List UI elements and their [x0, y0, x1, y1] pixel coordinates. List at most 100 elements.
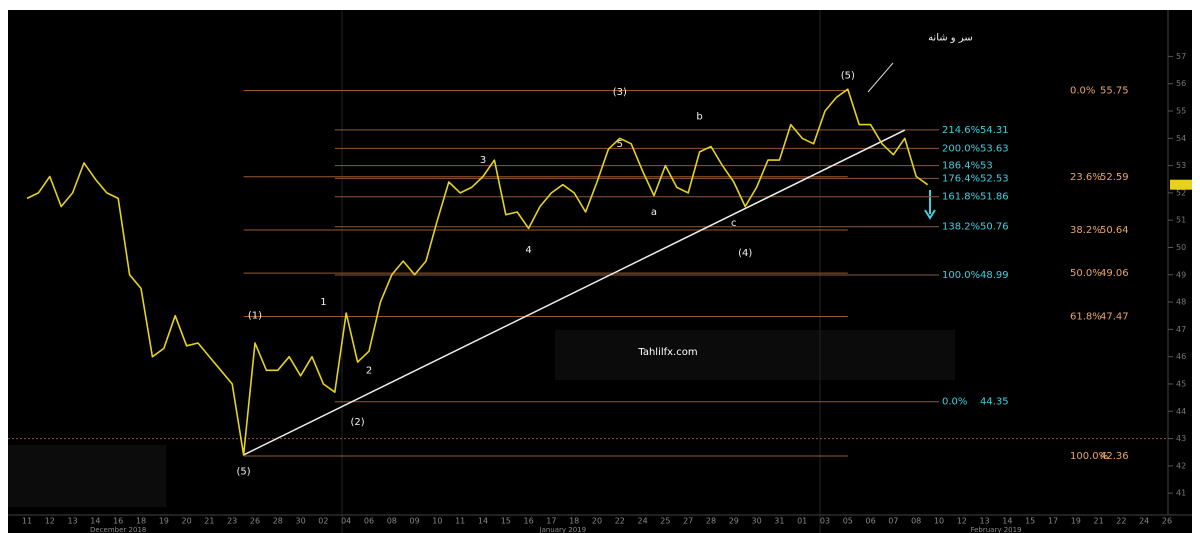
- fib-percent: 0.0%: [942, 397, 967, 408]
- x-tick-label: 29: [729, 517, 739, 526]
- wave-label: 5: [617, 139, 623, 150]
- x-tick-label: 10: [432, 517, 442, 526]
- fib-value: 53: [980, 161, 993, 172]
- x-tick-label: 30: [296, 517, 306, 526]
- y-tick-label: 53: [1176, 161, 1186, 170]
- x-tick-label: 02: [318, 517, 328, 526]
- x-tick-label: 08: [911, 517, 921, 526]
- x-tick-label: 26: [1162, 517, 1172, 526]
- fib-percent: 38.2%: [1070, 225, 1102, 236]
- fib-value: 50.64: [1100, 225, 1129, 236]
- x-tick-label: 07: [888, 517, 898, 526]
- y-tick-label: 57: [1176, 52, 1186, 61]
- month-label: February 2019: [970, 526, 1021, 533]
- y-tick-label: 44: [1176, 407, 1186, 416]
- x-tick-label: 28: [273, 517, 283, 526]
- x-tick-label: 06: [364, 517, 374, 526]
- month-label: December 2018: [90, 526, 146, 533]
- x-tick-label: 14: [478, 517, 488, 526]
- y-tick-label: 52: [1176, 188, 1186, 197]
- wave-label: 2: [366, 365, 372, 376]
- fib-value: 42.36: [1100, 451, 1129, 462]
- fib-value: 54.31: [980, 125, 1009, 136]
- y-tick-label: 45: [1176, 379, 1186, 388]
- y-tick-label: 43: [1176, 434, 1186, 443]
- x-tick-label: 20: [182, 517, 192, 526]
- fib-value: 53.63: [980, 143, 1009, 154]
- fib-percent: 214.6%: [942, 125, 980, 136]
- x-tick-label: 15: [1025, 517, 1035, 526]
- y-tick-label: 56: [1176, 79, 1186, 88]
- y-tick-label: 47: [1176, 325, 1186, 334]
- x-tick-label: 08: [387, 517, 397, 526]
- fib-value: 50.76: [980, 222, 1009, 233]
- x-tick-label: 11: [22, 517, 32, 526]
- x-tick-label: 24: [1139, 517, 1149, 526]
- x-tick-label: 18: [569, 517, 579, 526]
- y-tick-label: 46: [1176, 352, 1186, 361]
- x-tick-label: 17: [546, 517, 556, 526]
- x-tick-label: 16: [113, 517, 123, 526]
- fib-percent: 200.0%: [942, 143, 980, 154]
- arrow-head: [924, 209, 936, 220]
- fib-value: 44.35: [980, 397, 1009, 408]
- y-tick-label: 51: [1176, 216, 1186, 225]
- wave-label: c: [731, 218, 737, 229]
- watermark: Tahlilfx.com: [637, 347, 697, 358]
- x-tick-label: 09: [410, 517, 420, 526]
- y-tick-label: 48: [1176, 298, 1186, 307]
- trendline: [243, 129, 906, 456]
- plot-background: [8, 10, 1192, 533]
- wave-label: (3): [613, 87, 627, 98]
- x-tick-label: 20: [592, 517, 602, 526]
- x-tick-label: 05: [843, 517, 853, 526]
- fib-percent: 138.2%: [942, 222, 980, 233]
- wave-label: a: [651, 207, 657, 218]
- fib-value: 49.06: [1100, 268, 1129, 279]
- wave-label: 3: [480, 155, 486, 166]
- x-tick-label: 21: [1094, 517, 1104, 526]
- x-tick-label: 26: [250, 517, 260, 526]
- fib-percent: 0.0%: [1070, 86, 1095, 97]
- fib-value: 47.47: [1100, 312, 1129, 323]
- fib-percent: 100.0%: [942, 270, 980, 281]
- x-tick-label: 10: [934, 517, 944, 526]
- fib-value: 52.59: [1100, 172, 1129, 183]
- x-tick-label: 22: [615, 517, 625, 526]
- x-tick-label: 11: [455, 517, 465, 526]
- pointer: [867, 62, 894, 93]
- x-tick-label: 12: [45, 517, 55, 526]
- x-tick-label: 22: [1116, 517, 1126, 526]
- wave-label: (2): [351, 417, 365, 428]
- x-tick-label: 28: [706, 517, 716, 526]
- y-tick-label: 41: [1176, 489, 1186, 498]
- x-tick-label: 30: [752, 517, 762, 526]
- watermark-box: [555, 330, 955, 380]
- y-tick-label: 50: [1176, 243, 1186, 252]
- x-tick-label: 23: [227, 517, 237, 526]
- x-tick-label: 06: [866, 517, 876, 526]
- wave-label: 4: [525, 245, 531, 256]
- wave-label: سر و شانه: [928, 32, 973, 43]
- x-tick-label: 03: [820, 517, 830, 526]
- x-tick-label: 21: [204, 517, 214, 526]
- x-tick-label: 13: [980, 517, 990, 526]
- y-tick-label: 55: [1176, 107, 1186, 116]
- fib-value: 52.53: [980, 173, 1009, 184]
- y-tick-label: 49: [1176, 270, 1186, 279]
- y-tick-label: 54: [1176, 134, 1186, 143]
- fib-percent: 100.0%: [1070, 451, 1108, 462]
- x-tick-label: 14: [90, 517, 100, 526]
- x-tick-label: 16: [524, 517, 534, 526]
- fib-percent: 186.4%: [942, 161, 980, 172]
- x-tick-label: 27: [683, 517, 693, 526]
- price-marker: [1170, 179, 1192, 190]
- fib-value: 55.75: [1100, 86, 1129, 97]
- x-tick-label: 13: [68, 517, 78, 526]
- fib-percent: 50.0%: [1070, 268, 1102, 279]
- wave-label: (5): [237, 466, 251, 477]
- x-tick-label: 18: [136, 517, 146, 526]
- fib-value: 51.86: [980, 192, 1009, 203]
- wave-label: (5): [841, 71, 855, 82]
